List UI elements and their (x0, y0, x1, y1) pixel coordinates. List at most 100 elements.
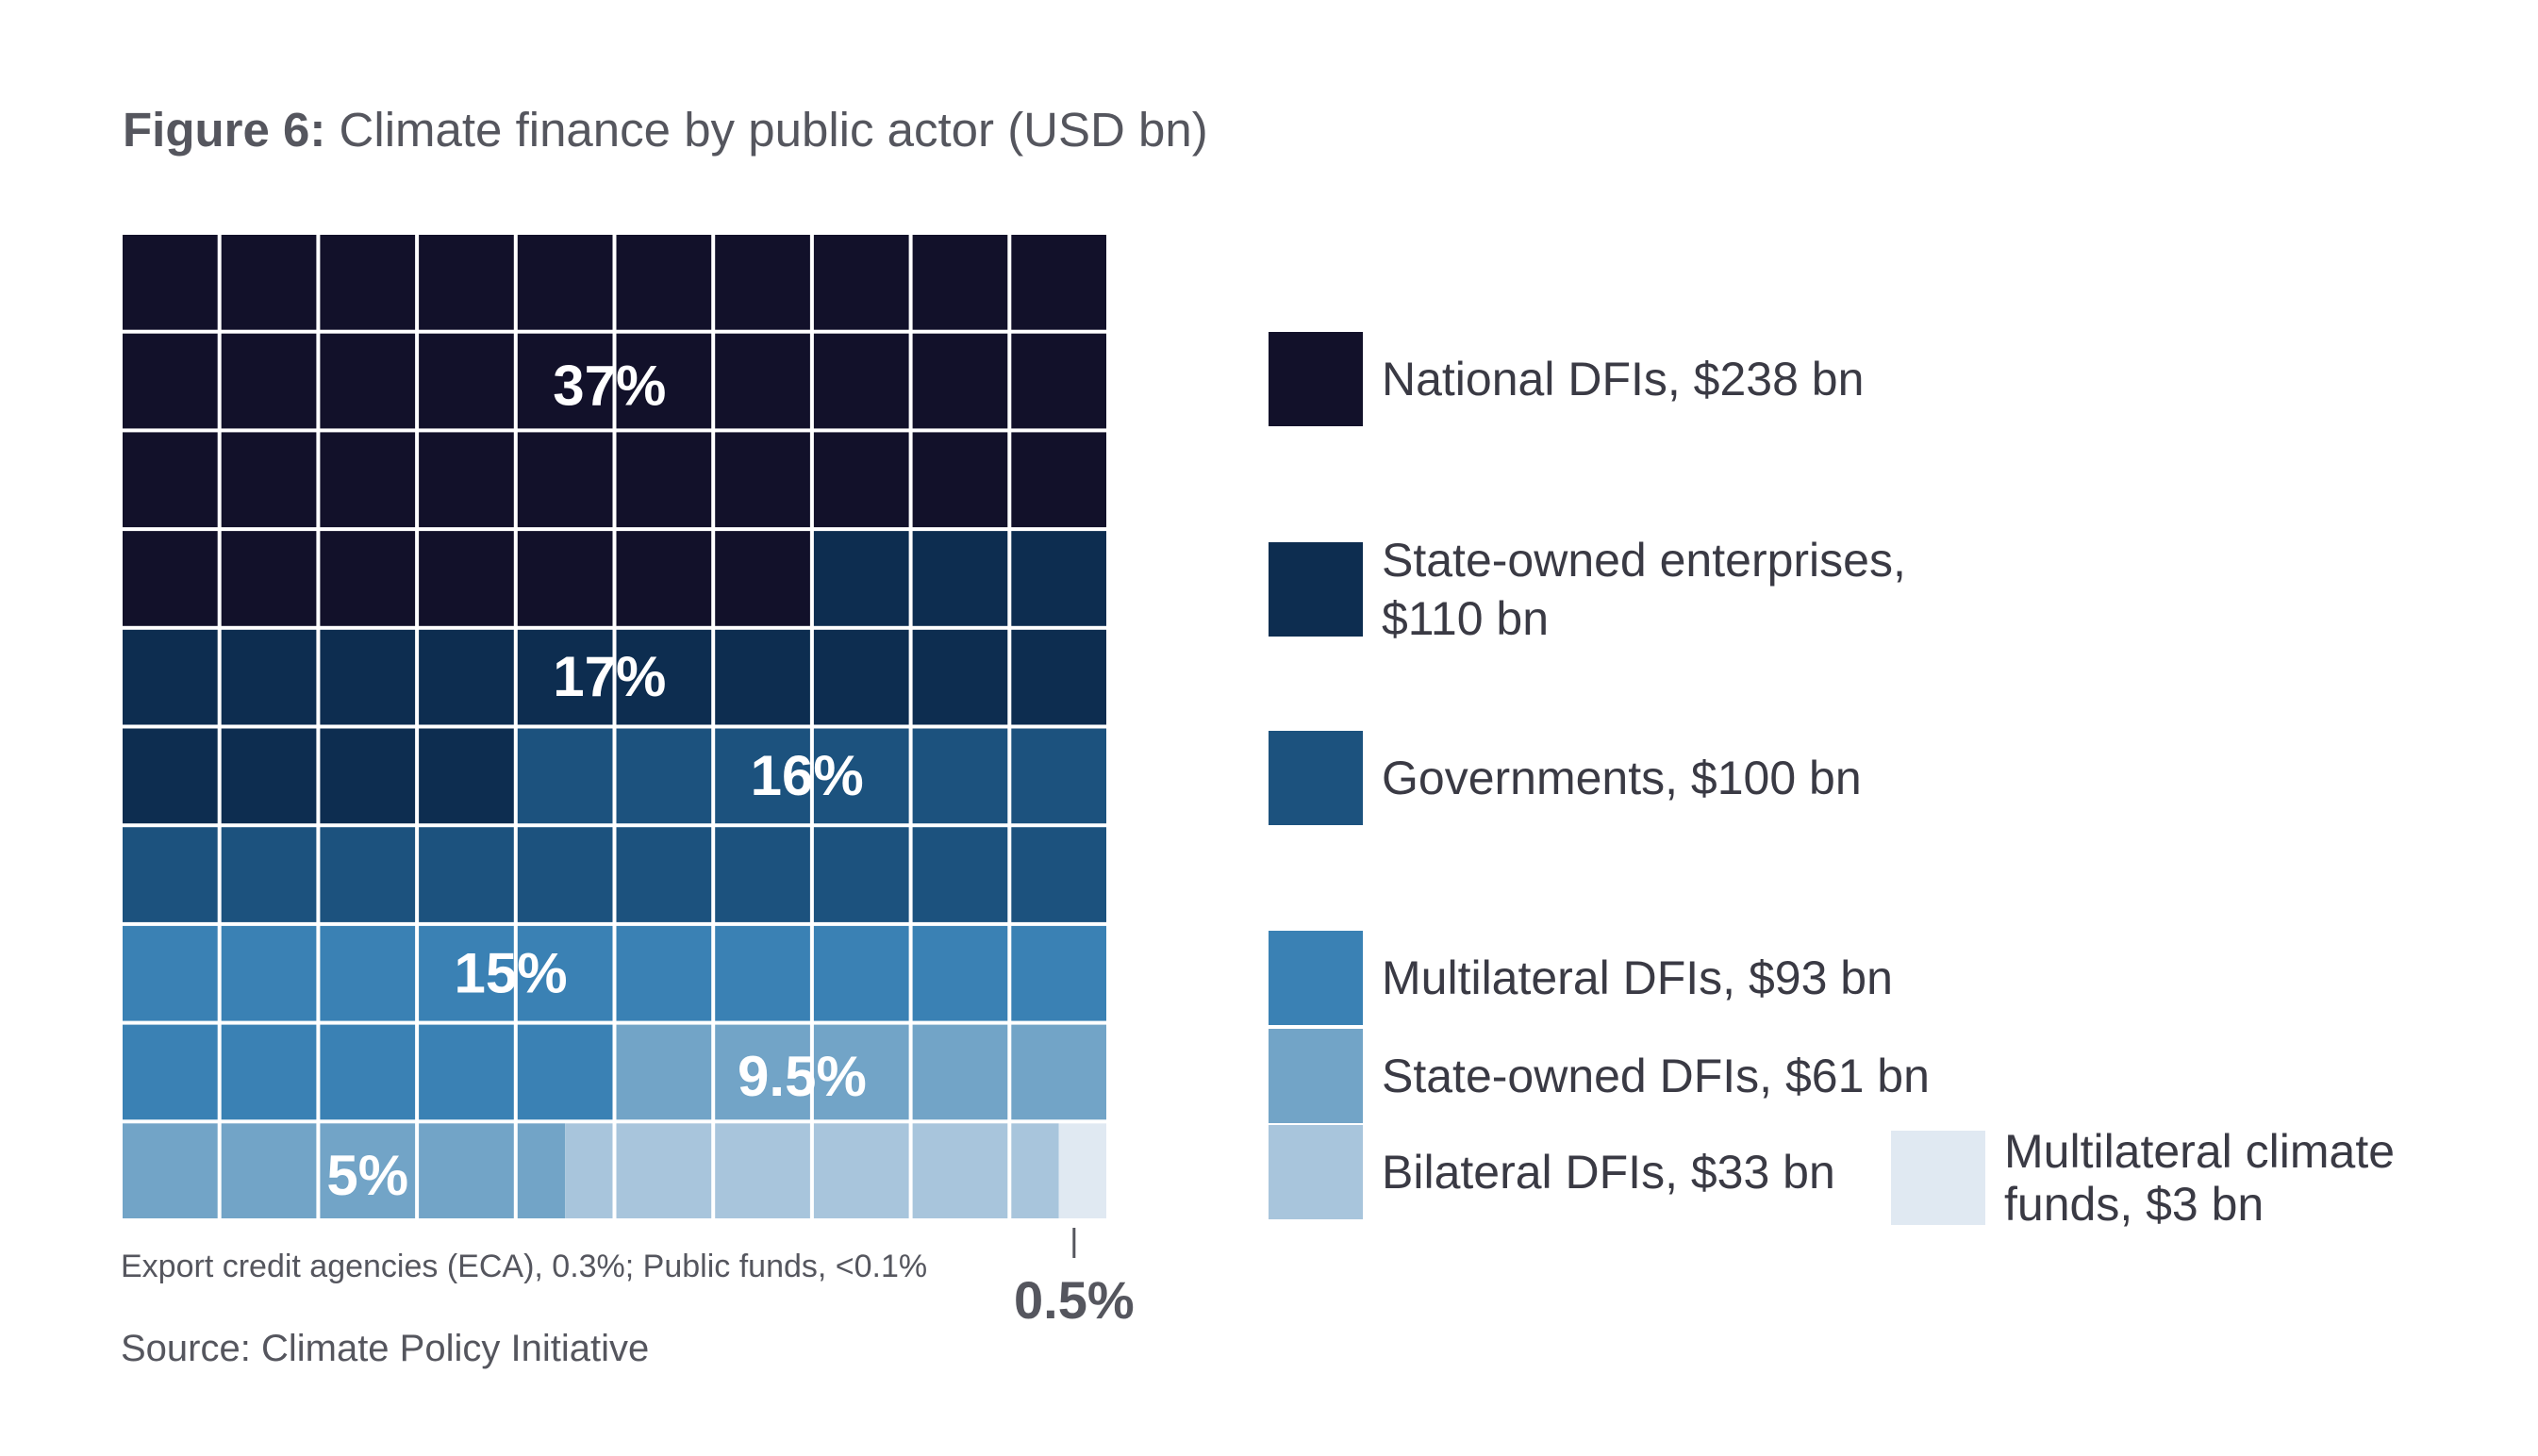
source-note: Source: Climate Policy Initiative (121, 1328, 650, 1369)
waffle-cell-state-owned-dfis (715, 1024, 810, 1120)
legend-item-governments: Governments, $100 bn (1269, 731, 1862, 825)
waffle-cell-state-owned-enterprises (912, 531, 1008, 626)
waffle-cell-national-dfis (517, 531, 613, 626)
waffle-cell-national-dfis (616, 432, 712, 528)
footnote: Export credit agencies (ECA), 0.3%; Publ… (121, 1249, 928, 1284)
legend-item-bilateral-dfis: Bilateral DFIs, $33 bn (1269, 1125, 1835, 1219)
waffle-cell-multilateral-dfis (419, 925, 514, 1021)
waffle-cell-state-owned-dfis (517, 1123, 566, 1218)
waffle-cell-national-dfis (517, 333, 613, 429)
waffle-cell-state-owned-dfis (221, 1123, 317, 1218)
waffle-cell-governments (813, 827, 909, 922)
waffle-cell-national-dfis (123, 235, 218, 330)
waffle-cell-national-dfis (616, 333, 712, 429)
waffle-cell-bilateral-dfis (715, 1123, 810, 1218)
waffle-cell-national-dfis (1011, 333, 1106, 429)
legend-item-state-owned-enterprises: State-owned enterprises, $110 bn (1269, 531, 1906, 648)
waffle-cell-multilateral-dfis (221, 1024, 317, 1120)
waffle-cell-multilateral-dfis (123, 1024, 218, 1120)
waffle-cell-governments (320, 827, 416, 922)
waffle-cell-national-dfis (221, 432, 317, 528)
waffle-cell-state-owned-enterprises (813, 531, 909, 626)
waffle-cell-national-dfis (221, 333, 317, 429)
waffle-cell-multilateral-dfis (517, 1024, 613, 1120)
waffle-cell-national-dfis (419, 432, 514, 528)
waffle-cell-multilateral-dfis (320, 1024, 416, 1120)
waffle-cell-national-dfis (123, 333, 218, 429)
pct-label-multilateral-dfis: 15% (455, 941, 568, 1004)
waffle-cell-governments (1011, 827, 1106, 922)
waffle-cell-governments (517, 827, 613, 922)
waffle-cell-national-dfis (616, 235, 712, 330)
waffle-cell-national-dfis (123, 531, 218, 626)
waffle-cell-state-owned-enterprises (419, 728, 514, 824)
waffle-cell-national-dfis (912, 333, 1008, 429)
waffle-cell-governments (912, 827, 1008, 922)
legend-label-multilateral-climate-funds: Multilateral climate funds, $3 bn (2004, 1125, 2396, 1231)
waffle-cell-state-owned-enterprises (419, 629, 514, 725)
waffle-cell-state-owned-enterprises (123, 728, 218, 824)
waffle-cell-multilateral-dfis (813, 925, 909, 1021)
figure-title: Figure 6: Climate finance by public acto… (123, 102, 1208, 157)
waffle-cell-multilateral-dfis (517, 925, 613, 1021)
waffle-cell-governments (616, 827, 712, 922)
waffle-cell-bilateral-dfis (616, 1123, 712, 1218)
legend-swatch-state-owned-enterprises (1269, 542, 1363, 637)
waffle-cell-national-dfis (1011, 432, 1106, 528)
waffle-cell-multilateral-climate-funds (1058, 1123, 1106, 1218)
waffle-cell-governments (419, 827, 514, 922)
waffle-cell-national-dfis (320, 235, 416, 330)
waffle-cell-national-dfis (912, 235, 1008, 330)
waffle-cell-national-dfis (1011, 235, 1106, 330)
figure-title-prefix: Figure 6: (123, 103, 326, 157)
pct-label-governments: 16% (751, 744, 864, 807)
waffle-cell-state-owned-enterprises (1011, 629, 1106, 725)
waffle-cell-state-owned-enterprises (1011, 531, 1106, 626)
waffle-cell-national-dfis (813, 432, 909, 528)
pct-label-state-owned-dfis: 9.5% (738, 1045, 867, 1108)
legend-swatch-bilateral-dfis (1269, 1125, 1363, 1219)
waffle-cell-national-dfis (419, 531, 514, 626)
legend-swatch-governments (1269, 731, 1363, 825)
waffle-cell-state-owned-dfis (123, 1123, 218, 1218)
waffle-cell-state-owned-enterprises (715, 629, 810, 725)
waffle-cell-national-dfis (715, 531, 810, 626)
figure-title-text: Climate finance by public actor (USD bn) (325, 103, 1208, 157)
waffle-cell-national-dfis (517, 432, 613, 528)
waffle-cell-multilateral-dfis (912, 925, 1008, 1021)
waffle-cell-governments (912, 728, 1008, 824)
waffle-cell-national-dfis (715, 333, 810, 429)
waffle-cell-bilateral-dfis (813, 1123, 909, 1218)
legend-label-state-owned-enterprises: State-owned enterprises, $110 bn (1382, 534, 1906, 645)
waffle-cell-national-dfis (517, 235, 613, 330)
waffle-cell-multilateral-dfis (320, 925, 416, 1021)
waffle-cell-state-owned-enterprises (517, 629, 613, 725)
waffle-cell-national-dfis (715, 432, 810, 528)
waffle-cell-state-owned-dfis (1011, 1024, 1106, 1120)
waffle-cell-national-dfis (320, 333, 416, 429)
waffle-cell-state-owned-dfis (616, 1024, 712, 1120)
waffle-cell-state-owned-dfis (419, 1123, 514, 1218)
waffle-cell-national-dfis (123, 432, 218, 528)
pct-label-state-owned-enterprises: 17% (553, 645, 666, 708)
waffle-cell-national-dfis (221, 235, 317, 330)
waffle-cell-multilateral-dfis (1011, 925, 1106, 1021)
waffle-cell-bilateral-dfis (912, 1123, 1008, 1218)
pct-label-national-dfis: 37% (553, 354, 666, 417)
waffle-cell-bilateral-dfis (565, 1123, 613, 1218)
waffle-cell-governments (715, 728, 810, 824)
legend-label-state-owned-dfis: State-owned DFIs, $61 bn (1382, 1050, 1930, 1102)
legend-swatch-national-dfis (1269, 332, 1363, 426)
legend-swatch-multilateral-dfis (1269, 931, 1363, 1025)
pct-label-multilateral-climate-funds: 0.5% (1014, 1270, 1135, 1330)
waffle-cell-state-owned-enterprises (320, 629, 416, 725)
waffle-cell-governments (517, 728, 613, 824)
waffle-cell-bilateral-dfis (1011, 1123, 1059, 1218)
waffle-cell-state-owned-enterprises (813, 629, 909, 725)
waffle-cell-state-owned-enterprises (616, 629, 712, 725)
legend-item-national-dfis: National DFIs, $238 bn (1269, 332, 1864, 426)
waffle-cell-governments (1011, 728, 1106, 824)
waffle-cell-governments (123, 827, 218, 922)
waffle-cell-multilateral-dfis (419, 1024, 514, 1120)
